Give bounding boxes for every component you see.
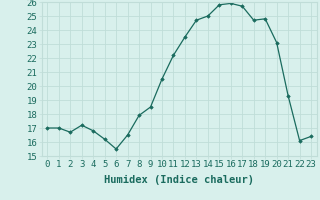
- X-axis label: Humidex (Indice chaleur): Humidex (Indice chaleur): [104, 175, 254, 185]
